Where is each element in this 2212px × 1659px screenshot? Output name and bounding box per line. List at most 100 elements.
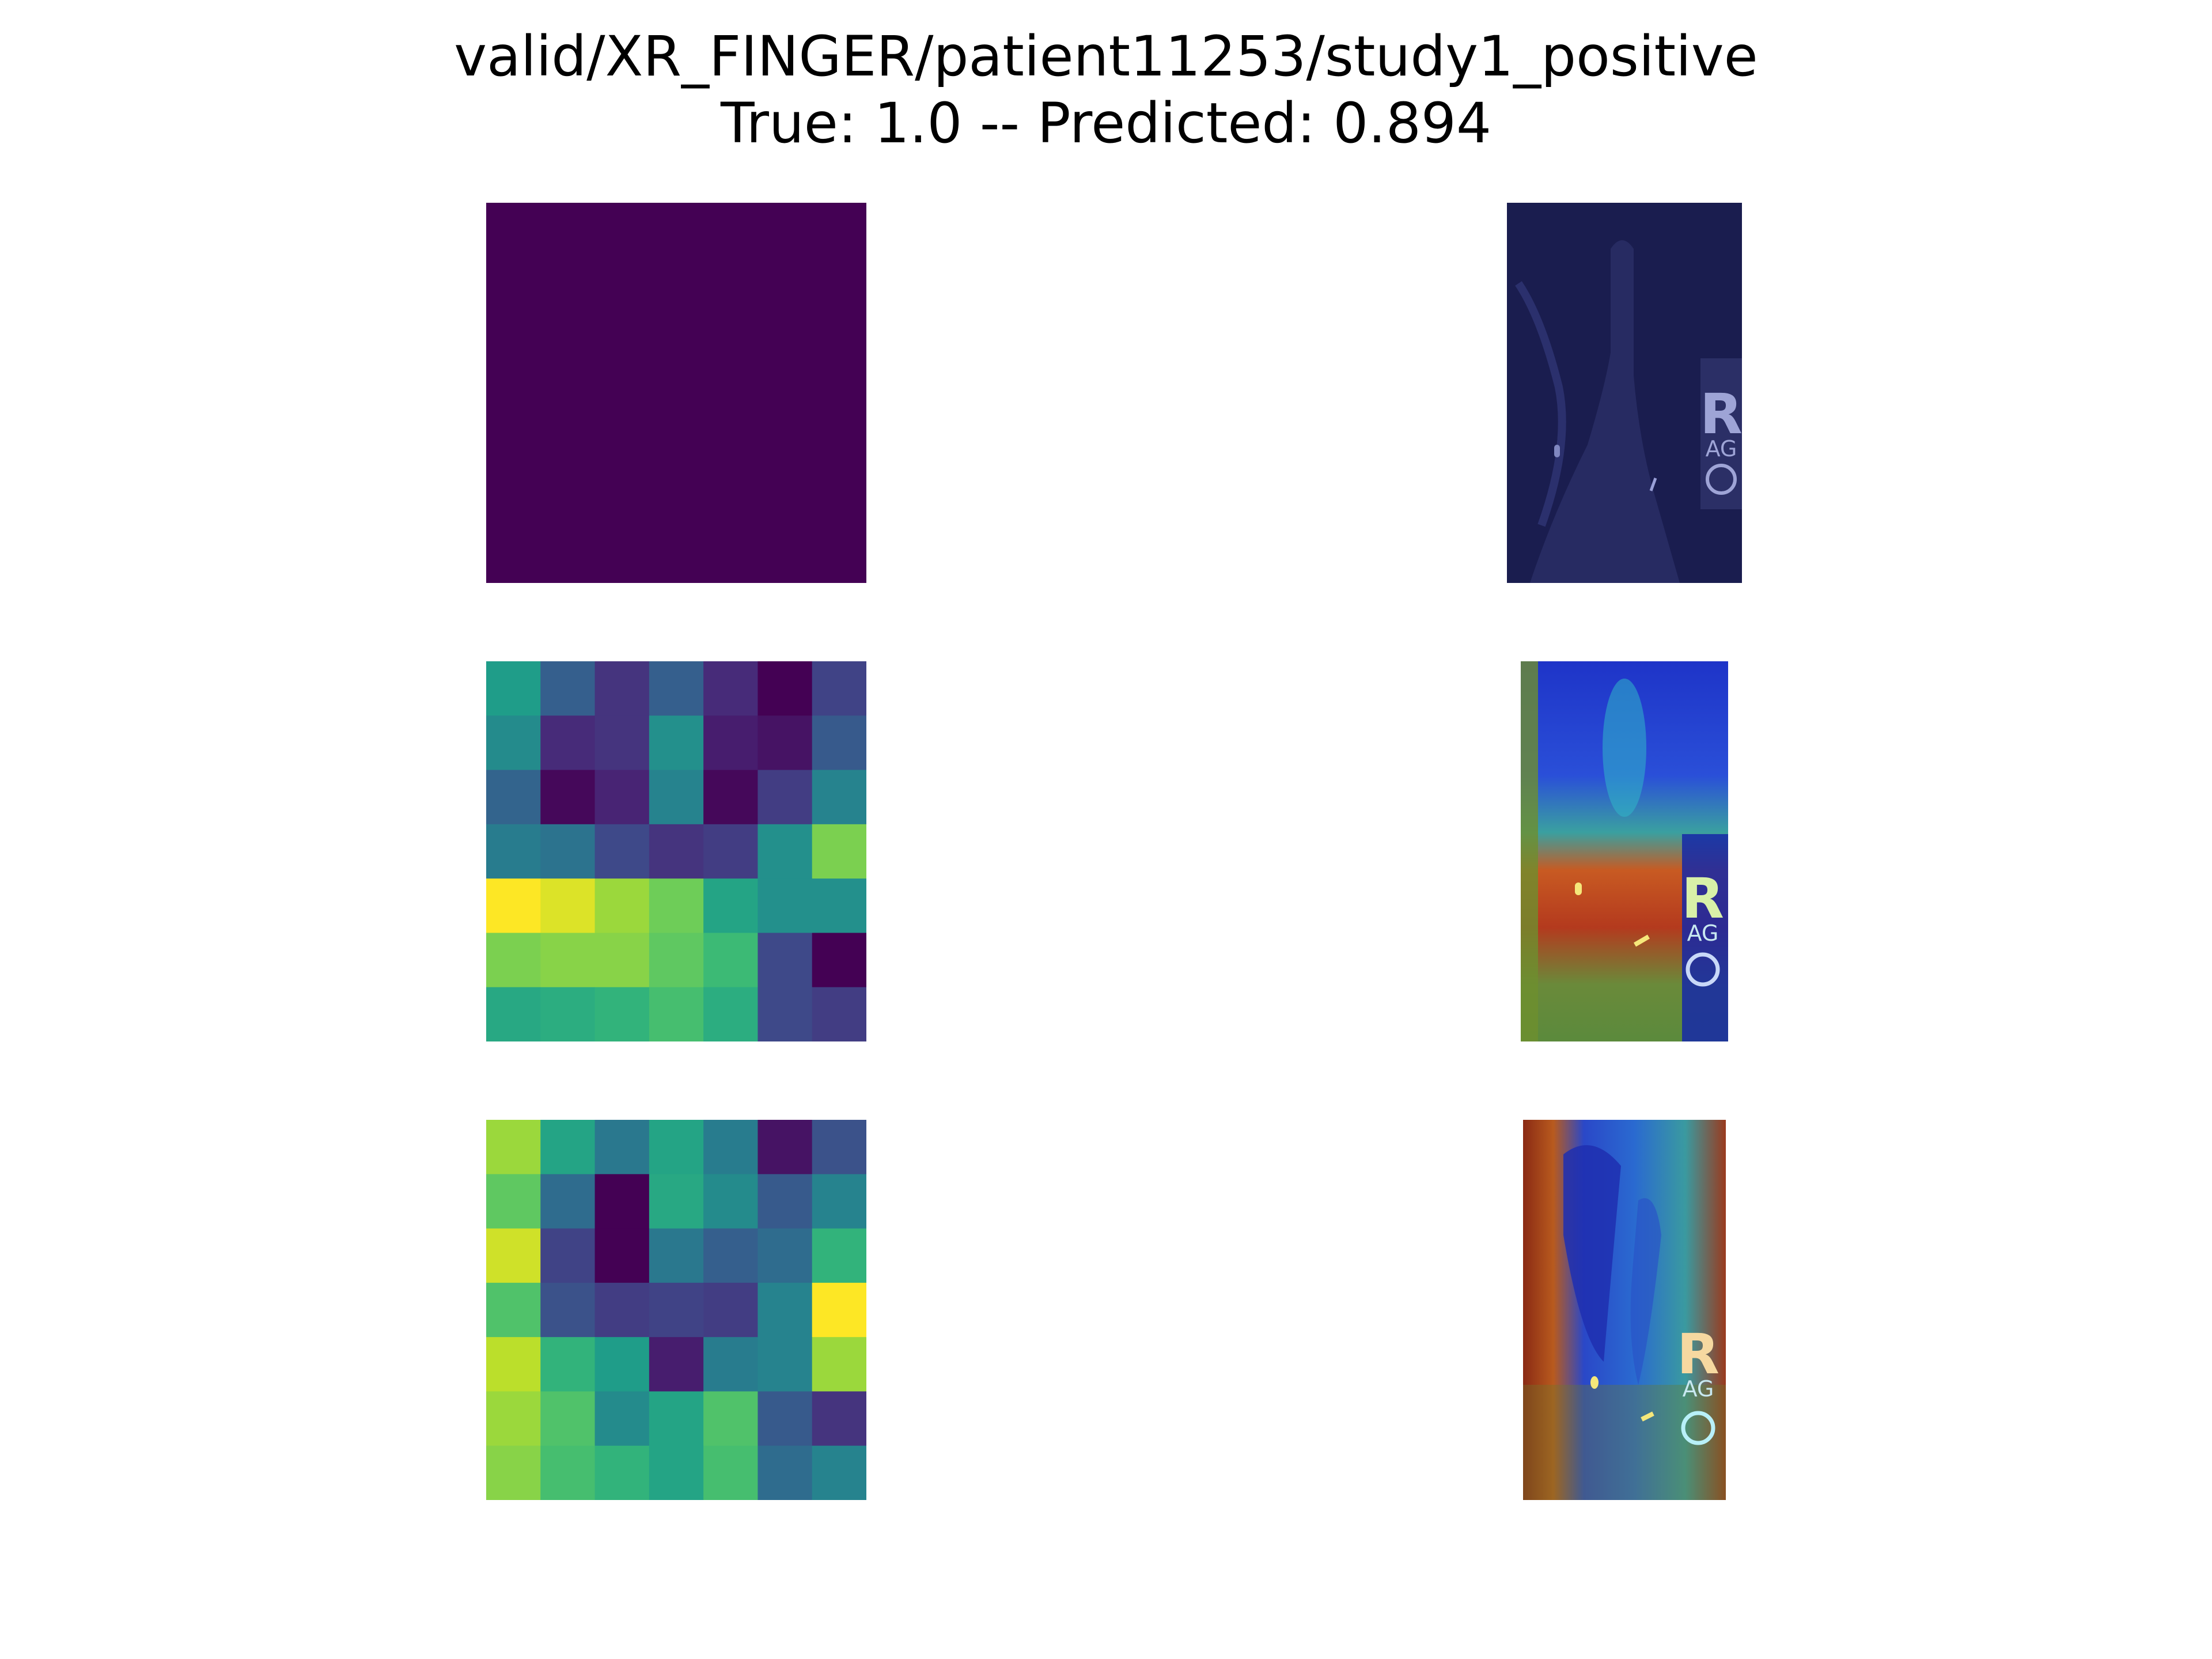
heatmap-cell-r6-c5: [757, 987, 813, 1041]
marker-circle-icon: [1685, 952, 1720, 987]
artifact-pin: [1633, 934, 1650, 947]
marker-circle-icon: [1706, 464, 1737, 495]
heatmap-cell-r4-c4: [703, 878, 758, 933]
heatmap-cell-r2-c0: [486, 770, 541, 825]
xray-image-row-1: R AG: [1521, 661, 1728, 1041]
heatmap-cell-r2-c3: [649, 770, 704, 825]
heatmap-cell-r6-c3: [649, 987, 704, 1041]
heatmap-cell-r5-c4: [703, 1391, 758, 1446]
heatmap-svg-row-2: [486, 1120, 866, 1500]
heatmap-cell-r0-c2: [594, 661, 650, 716]
heatmap-cell-r5-c6: [812, 933, 866, 988]
heatmap-panel-row-1: [486, 661, 866, 1041]
heatmap-cell-r0-c0: [486, 203, 866, 583]
heatmap-svg-row-1: [486, 661, 866, 1041]
heatmap-cell-r1-c6: [812, 1174, 866, 1229]
heatmap-cell-r4-c0: [486, 878, 541, 933]
heatmap-cell-r3-c2: [594, 824, 650, 879]
heatmap-cell-r2-c2: [594, 1228, 650, 1283]
heatmap-cell-r6-c2: [594, 1445, 650, 1500]
overlay-blue-region: [1563, 1145, 1621, 1362]
artifact-dot: [1554, 445, 1560, 457]
heatmap-cell-r0-c6: [812, 1120, 866, 1175]
heatmap-cell-r4-c5: [757, 1337, 813, 1392]
heatmap-cell-r5-c6: [812, 1391, 866, 1446]
heatmap-cell-r5-c5: [757, 933, 813, 988]
heatmap-cell-r2-c6: [812, 770, 866, 825]
heatmap-cell-r1-c6: [812, 715, 866, 771]
marker-letter: R: [1700, 382, 1742, 446]
marker-letter: R: [1681, 866, 1724, 931]
title-path: valid/XR_FINGER/patient11253/study1_posi…: [454, 24, 1758, 89]
heatmap-cell-r4-c6: [812, 878, 866, 933]
neighbor-finger: [1515, 281, 1566, 527]
overlay-right-band: [1682, 834, 1728, 1041]
heatmap-cell-r4-c4: [703, 1337, 758, 1392]
artifact-dot: [1575, 882, 1582, 895]
heatmap-cell-r5-c2: [594, 1391, 650, 1446]
xray-svg-row-2: R AG: [1523, 1120, 1726, 1500]
heatmap-cell-r0-c2: [594, 1120, 650, 1175]
heatmap-cell-r3-c5: [757, 1282, 813, 1338]
heatmap-cell-r3-c2: [594, 1282, 650, 1338]
heatmap-panel-row-0: [486, 203, 866, 583]
figure-title: valid/XR_FINGER/patient11253/study1_posi…: [0, 23, 2212, 157]
heatmap-cell-r0-c3: [649, 1120, 704, 1175]
heatmap-cell-r2-c6: [812, 1228, 866, 1283]
heatmap-cell-r4-c1: [540, 878, 596, 933]
heatmap-cell-r4-c2: [594, 878, 650, 933]
heatmap-cell-r3-c0: [486, 824, 541, 879]
heatmap-cell-r3-c6: [812, 1282, 866, 1338]
heatmap-cell-r2-c2: [594, 770, 650, 825]
heatmap-cell-r1-c3: [649, 715, 704, 771]
heatmap-cell-r3-c4: [703, 1282, 758, 1338]
heatmap-cell-r0-c3: [649, 661, 704, 716]
heatmap-cell-r4-c0: [486, 1337, 541, 1392]
heatmap-cell-r3-c1: [540, 1282, 596, 1338]
heatmap-cell-r6-c1: [540, 987, 596, 1041]
heatmap-cell-r5-c0: [486, 933, 541, 988]
heatmap-cell-r4-c5: [757, 878, 813, 933]
heatmap-cell-r2-c1: [540, 1228, 596, 1283]
heatmap-cell-r4-c1: [540, 1337, 596, 1392]
heatmap-cell-r1-c5: [757, 1174, 813, 1229]
overlay-finger-highlight: [1603, 679, 1646, 817]
heatmap-cell-r6-c2: [594, 987, 650, 1041]
marker-initials: AG: [1683, 1376, 1714, 1402]
heatmap-cell-r5-c1: [540, 1391, 596, 1446]
heatmap-cell-r6-c5: [757, 1445, 813, 1500]
heatmap-cell-r1-c2: [594, 1174, 650, 1229]
heatmap-cell-r5-c3: [649, 933, 704, 988]
artifact-pin: [1641, 1411, 1654, 1422]
heatmap-cell-r2-c1: [540, 770, 596, 825]
heatmap-cell-r2-c0: [486, 1228, 541, 1283]
xray-image-row-2: R AG: [1523, 1120, 1726, 1500]
heatmap-cell-r0-c0: [486, 1120, 541, 1175]
heatmap-cell-r6-c0: [486, 987, 541, 1041]
heatmap-svg-row-0: [486, 203, 866, 583]
heatmap-cell-r1-c0: [486, 715, 541, 771]
heatmap-cell-r1-c0: [486, 1174, 541, 1229]
heatmap-cell-r1-c4: [703, 715, 758, 771]
heatmap-cell-r2-c4: [703, 1228, 758, 1283]
heatmap-cell-r3-c1: [540, 824, 596, 879]
xray-overlay: [1523, 1120, 1726, 1500]
artifact-dot: [1590, 1376, 1599, 1389]
marker-initials: AG: [1706, 436, 1737, 461]
heatmap-cell-r6-c6: [812, 1445, 866, 1500]
heatmap-cell-r5-c0: [486, 1391, 541, 1446]
heatmap-cell-r3-c0: [486, 1282, 541, 1338]
heatmap-cell-r5-c1: [540, 933, 596, 988]
heatmap-cell-r0-c4: [703, 1120, 758, 1175]
heatmap-cell-r6-c4: [703, 987, 758, 1041]
heatmap-cell-r6-c4: [703, 1445, 758, 1500]
heatmap-cell-r1-c1: [540, 1174, 596, 1229]
heatmap-cell-r0-c1: [540, 1120, 596, 1175]
heatmap-cell-r6-c1: [540, 1445, 596, 1500]
heatmap-cell-r4-c2: [594, 1337, 650, 1392]
heatmap-cell-r0-c5: [757, 661, 813, 716]
heatmap-cell-r3-c3: [649, 824, 704, 879]
heatmap-cell-r2-c3: [649, 1228, 704, 1283]
heatmap-cell-r6-c3: [649, 1445, 704, 1500]
xray-svg-row-1: R AG: [1521, 661, 1728, 1041]
